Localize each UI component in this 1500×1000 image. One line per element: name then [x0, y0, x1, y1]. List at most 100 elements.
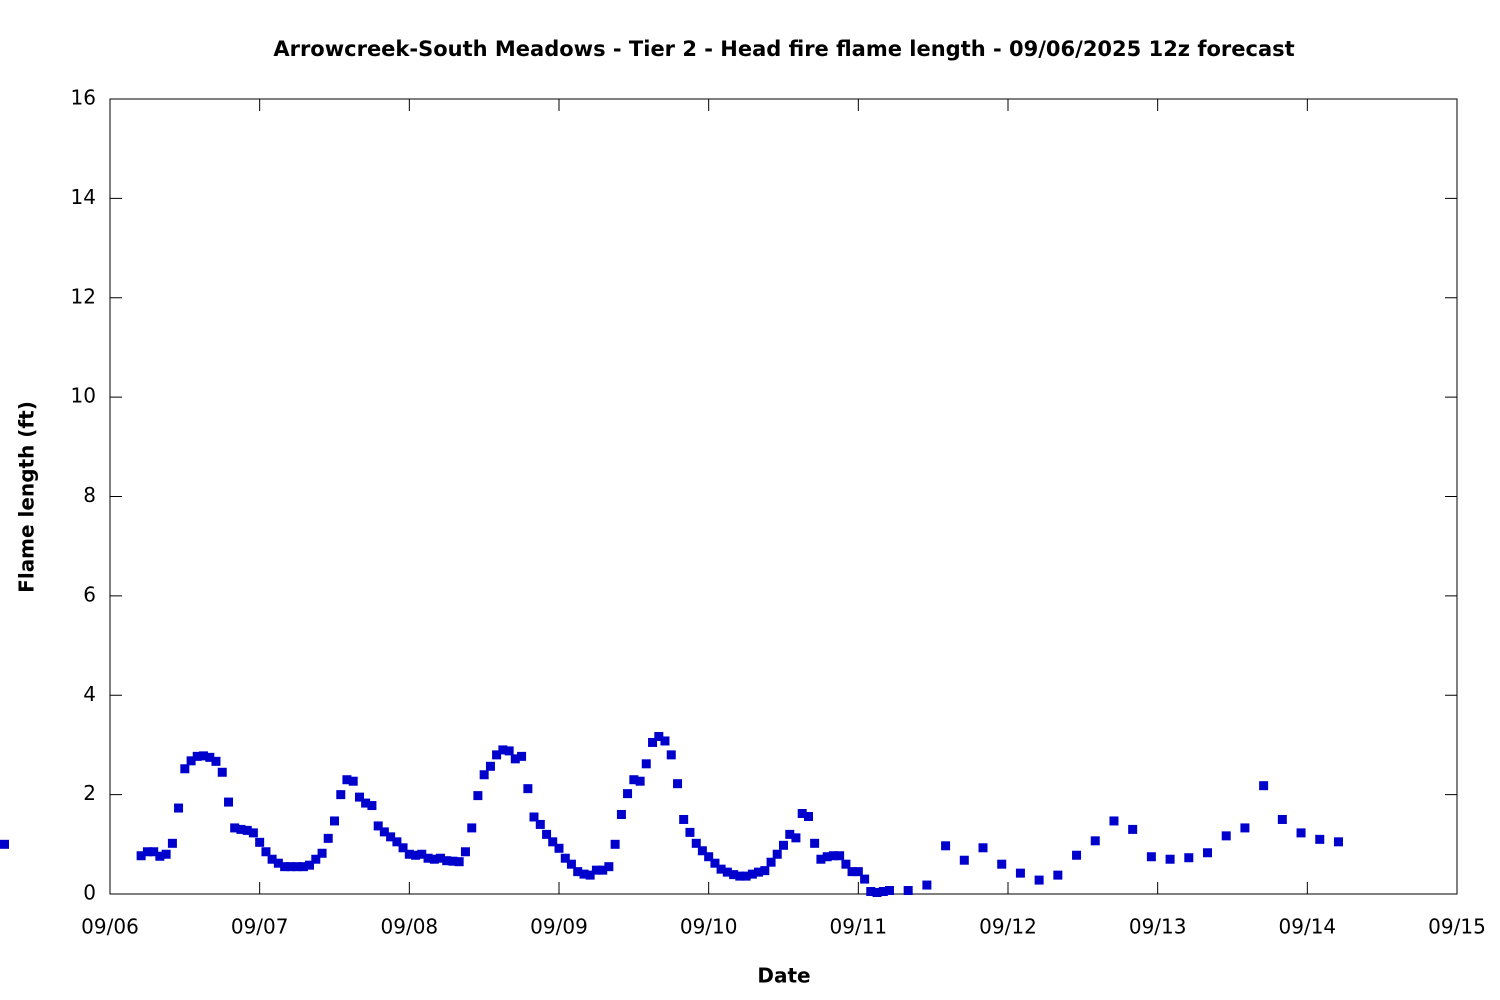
point: [803, 811, 813, 821]
point: [685, 827, 695, 837]
point: [729, 870, 739, 880]
point: [1184, 853, 1194, 863]
point: [835, 851, 845, 861]
point: [192, 751, 202, 761]
point: [336, 790, 346, 800]
point: [760, 866, 770, 876]
point: [367, 801, 377, 811]
x-axis-label: Date: [757, 964, 810, 988]
point: [454, 857, 464, 867]
point: [429, 854, 439, 864]
point: [797, 809, 807, 819]
point: [697, 846, 707, 856]
point: [598, 865, 608, 875]
point: [529, 812, 539, 822]
point: [404, 849, 414, 859]
point: [485, 761, 495, 771]
point: [747, 869, 757, 879]
point: [722, 867, 732, 877]
point: [716, 864, 726, 874]
x-tick-label: 09/08: [381, 915, 439, 939]
point: [492, 750, 502, 760]
point: [1015, 868, 1025, 878]
point: [785, 829, 795, 839]
point: [610, 839, 620, 849]
point: [517, 751, 527, 761]
point: [1072, 850, 1082, 860]
point: [230, 823, 240, 833]
y-tick-label: 8: [83, 483, 96, 507]
point: [860, 874, 870, 884]
point: [1315, 834, 1325, 844]
point: [866, 887, 876, 897]
point: [548, 837, 558, 847]
point: [386, 832, 396, 842]
point: [0, 839, 9, 849]
y-tick-label: 14: [71, 185, 96, 209]
point: [616, 810, 626, 819]
point: [941, 841, 951, 851]
point: [666, 750, 676, 760]
point: [448, 856, 458, 866]
point: [523, 784, 533, 794]
point: [1146, 852, 1156, 862]
point: [510, 754, 520, 764]
point: [735, 871, 745, 881]
point: [679, 814, 689, 824]
point: [1034, 875, 1044, 885]
point: [373, 821, 383, 831]
point: [286, 862, 296, 872]
point: [847, 867, 857, 877]
point: [542, 829, 552, 839]
point: [323, 833, 333, 843]
point: [691, 838, 701, 848]
y-tick-label: 10: [71, 384, 96, 408]
point: [504, 746, 514, 756]
point: [305, 860, 315, 870]
point: [317, 848, 327, 858]
point: [997, 859, 1007, 869]
x-tick-label: 09/06: [81, 915, 139, 939]
point: [1109, 816, 1119, 826]
point: [354, 792, 364, 802]
y-axis-label: Flame length (ft): [15, 401, 39, 593]
point: [810, 838, 820, 848]
point: [560, 853, 570, 863]
point: [479, 770, 489, 780]
point: [772, 849, 782, 859]
y-tick-label: 4: [83, 682, 96, 706]
point: [1128, 824, 1138, 834]
point: [635, 776, 645, 786]
point: [161, 849, 171, 859]
point: [704, 852, 714, 862]
point: [392, 837, 402, 847]
point: [754, 867, 764, 877]
point: [211, 756, 221, 766]
point: [922, 880, 932, 890]
point: [411, 850, 421, 860]
point: [261, 847, 271, 857]
point: [1203, 848, 1213, 858]
point: [280, 862, 290, 872]
point: [255, 837, 265, 847]
point: [554, 843, 564, 853]
point: [224, 797, 234, 807]
x-tick-label: 09/09: [530, 915, 588, 939]
point: [361, 798, 371, 808]
point: [298, 862, 308, 872]
point: [535, 819, 545, 829]
point: [1221, 831, 1231, 841]
point: [816, 854, 826, 864]
point: [1259, 781, 1269, 791]
point: [1277, 814, 1287, 824]
point: [467, 823, 477, 833]
y-tick-label: 16: [71, 86, 96, 110]
point: [142, 847, 152, 857]
point: [872, 888, 882, 898]
point: [566, 859, 576, 869]
point: [660, 736, 670, 746]
point: [273, 858, 283, 868]
x-tick-label: 09/07: [231, 915, 289, 939]
x-tick-label: 09/14: [1279, 915, 1337, 939]
